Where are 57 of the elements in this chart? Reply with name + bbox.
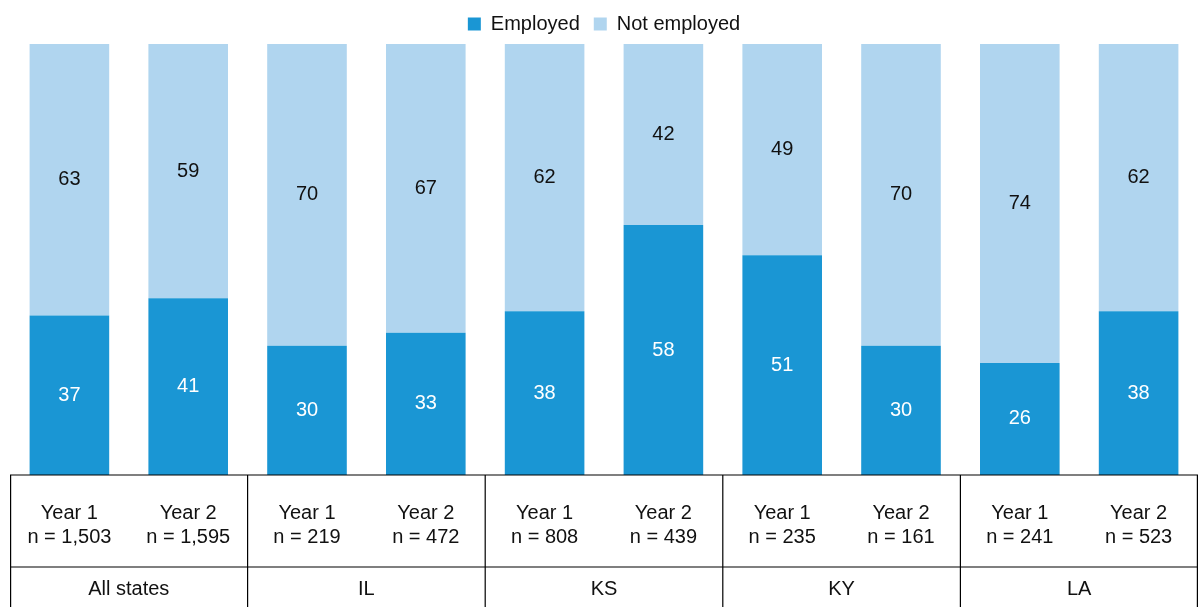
- x-tick-label: Year 1 n = 219: [273, 500, 341, 547]
- bar: [742, 255, 822, 475]
- bar: [1098, 311, 1179, 475]
- data-label: 51: [771, 352, 794, 375]
- data-label: 63: [58, 167, 81, 190]
- data-label: 49: [771, 137, 794, 160]
- bar: [861, 345, 941, 475]
- data-label: 37: [58, 382, 81, 405]
- data-label: 74: [1008, 190, 1031, 213]
- bar: [504, 44, 585, 312]
- text: LA: [1066, 576, 1093, 599]
- bar: [861, 44, 941, 346]
- bar: [980, 44, 1060, 363]
- text: IL: [358, 576, 375, 599]
- bar: [148, 298, 228, 475]
- bar: [623, 225, 704, 475]
- data-label: 33: [414, 391, 437, 414]
- text: KY: [828, 576, 855, 599]
- x-tick-label: Year 1 n = 235: [748, 500, 816, 547]
- x-tick-label: Year 2 n = 472: [392, 500, 460, 547]
- x-tick-label: Year 2 n = 523: [1104, 500, 1173, 547]
- data-label: 30: [889, 397, 913, 420]
- data-label: 41: [177, 374, 200, 397]
- x-tick-label: Year 1 n = 1,503: [27, 500, 112, 547]
- bar: [1098, 44, 1179, 312]
- bar: [267, 345, 347, 475]
- x-tick-label: Year 1 n = 808: [510, 500, 579, 547]
- legend-label: Employed: [490, 11, 580, 34]
- data-label: 62: [533, 165, 556, 188]
- data-label: 62: [1127, 165, 1150, 188]
- bar: [386, 44, 466, 333]
- bar: [980, 362, 1060, 475]
- bar: [504, 311, 585, 475]
- x-tick-label: Year 2 n = 1,595: [146, 500, 231, 547]
- data-label: 38: [533, 380, 556, 403]
- x-tick-label: Year 2 n = 161: [867, 500, 935, 547]
- bar: [386, 332, 466, 475]
- text: All states: [88, 576, 170, 599]
- x-tick-label: Year 2 n = 439: [629, 500, 698, 547]
- bar: [29, 44, 110, 316]
- data-label: 58: [652, 337, 675, 360]
- data-label: 70: [295, 182, 319, 205]
- bar: [623, 44, 704, 226]
- data-label: 30: [295, 397, 319, 420]
- data-label: 59: [177, 158, 200, 181]
- bar: [267, 44, 347, 346]
- data-label: 42: [652, 122, 675, 145]
- text: KS: [590, 576, 618, 599]
- data-label: 26: [1008, 406, 1031, 429]
- data-label: 38: [1127, 380, 1150, 403]
- x-tick-label: Year 1 n = 241: [986, 500, 1054, 547]
- legend-label: Not employed: [616, 11, 741, 34]
- bar: [29, 315, 110, 475]
- bar: [148, 44, 228, 299]
- data-label: 70: [889, 182, 913, 205]
- data-label: 67: [414, 175, 437, 198]
- bar: [742, 44, 822, 256]
